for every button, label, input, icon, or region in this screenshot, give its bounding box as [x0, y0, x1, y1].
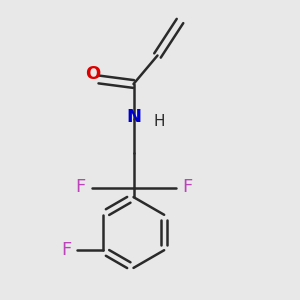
Text: N: N: [126, 108, 141, 126]
Text: F: F: [182, 178, 192, 196]
Text: F: F: [75, 178, 85, 196]
Text: F: F: [61, 241, 71, 259]
Text: O: O: [85, 65, 100, 83]
Text: H: H: [153, 114, 165, 129]
